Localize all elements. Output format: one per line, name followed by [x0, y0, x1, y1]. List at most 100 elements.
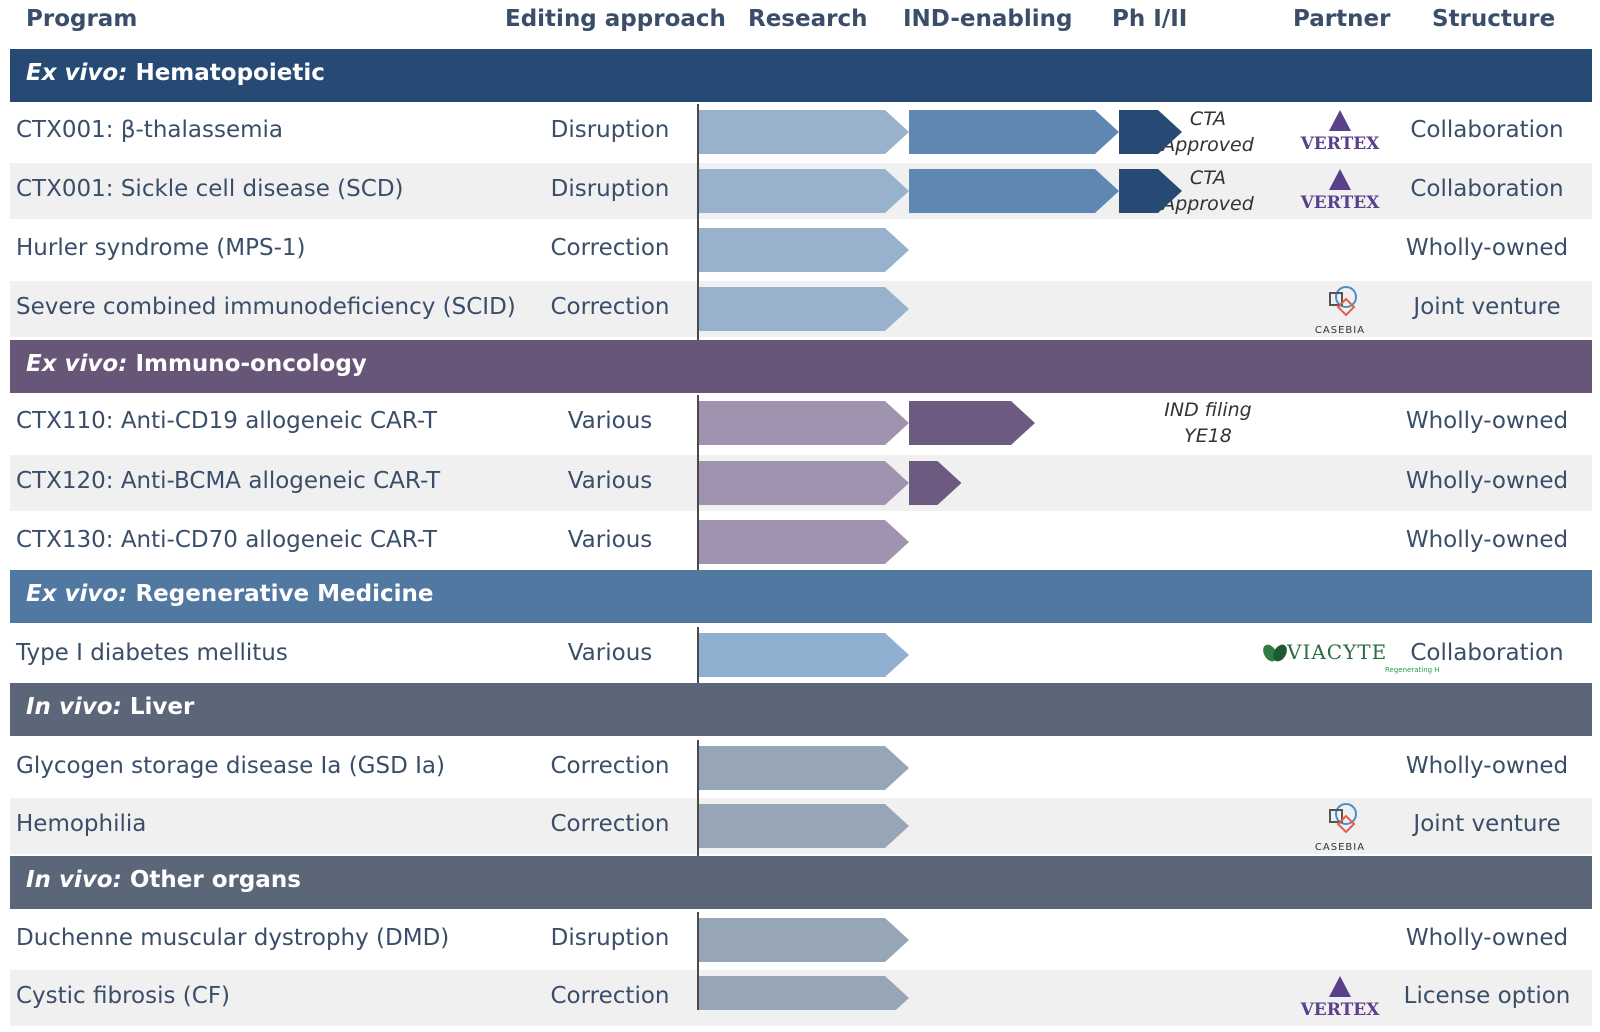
program-name: Severe combined immunodeficiency (SCID): [16, 294, 516, 320]
vertex-triangle-icon: [1329, 110, 1351, 131]
editing-approach: Correction: [550, 753, 670, 779]
editing-approach: Various: [567, 468, 653, 494]
casebia-mark-icon: [1329, 286, 1357, 317]
section-prefix: In vivo:: [26, 694, 122, 720]
section-title: Ex vivo: Immuno-oncology: [26, 351, 367, 377]
stage-note-line: YE18: [1184, 425, 1232, 447]
casebia-logo: CASEBIA: [1315, 803, 1365, 853]
stage-note: IND filing YE18: [1148, 397, 1268, 449]
header-partner: Partner: [1293, 6, 1391, 32]
section-title: In vivo: Liver: [26, 694, 194, 720]
editing-approach: Correction: [550, 983, 670, 1009]
stage-note: CTA Approved: [1148, 165, 1268, 217]
vertex-wordmark: VERTEX: [1300, 193, 1381, 213]
structure: Wholly-owned: [1405, 925, 1569, 951]
section-name: Immuno-oncology: [127, 351, 367, 377]
section-prefix: Ex vivo:: [26, 581, 128, 607]
program-name: Hemophilia: [16, 811, 147, 837]
casebia-wordmark: CASEBIA: [1315, 842, 1365, 853]
program-name: Hurler syndrome (MPS-1): [16, 235, 306, 261]
section-name: Other organs: [121, 867, 301, 893]
casebia-wordmark: CASEBIA: [1315, 325, 1365, 336]
editing-approach: Various: [567, 527, 653, 553]
section-name: Hematopoietic: [127, 60, 325, 86]
section-title: Ex vivo: Hematopoietic: [26, 60, 325, 86]
partner-logo: VERTEX: [1240, 970, 1440, 1026]
stage-note-line: CTA: [1189, 108, 1227, 130]
viacyte-tagline: Regenerating Health: [1385, 666, 1440, 674]
structure: Joint venture: [1413, 294, 1561, 320]
vertex-triangle-icon: [1329, 976, 1351, 997]
program-name: CTX001: β-thalassemia: [16, 117, 283, 143]
structure: Wholly-owned: [1405, 527, 1569, 553]
header-ind-enabling: IND-enabling: [903, 6, 1073, 32]
structure: Wholly-owned: [1405, 468, 1569, 494]
viacyte-wordmark: VIACYTE: [1286, 640, 1387, 664]
section-prefix: In vivo:: [26, 867, 122, 893]
editing-approach: Correction: [550, 294, 670, 320]
vertex-logo: VERTEX: [1300, 976, 1381, 1020]
partner-logo: VERTEX: [1240, 104, 1440, 160]
stage-divider: [697, 627, 699, 683]
editing-approach: Disruption: [550, 925, 670, 951]
structure: Wholly-owned: [1405, 235, 1569, 261]
vertex-logo: VERTEX: [1300, 169, 1381, 213]
stage-divider: [697, 104, 699, 340]
structure: Joint venture: [1413, 811, 1561, 837]
section-title: Ex vivo: Regenerative Medicine: [26, 581, 433, 607]
header-ph: Ph I/II: [1112, 6, 1188, 32]
partner-logo: VERTEX: [1240, 163, 1440, 219]
viacyte-logo: VIACYTE Regenerating Health: [1263, 640, 1457, 674]
stage-divider: [697, 740, 699, 856]
section-header-liver: In vivo: Liver: [10, 683, 1592, 736]
stage-divider: [697, 395, 699, 570]
editing-approach: Correction: [550, 811, 670, 837]
vertex-logo: VERTEX: [1300, 110, 1381, 154]
vertex-wordmark: VERTEX: [1300, 134, 1381, 154]
structure: Collaboration: [1410, 640, 1564, 666]
section-header-other_organs: In vivo: Other organs: [10, 856, 1592, 909]
program-name: CTX110: Anti-CD19 allogeneic CAR-T: [16, 408, 438, 434]
header-structure: Structure: [1432, 6, 1556, 32]
section-title: In vivo: Other organs: [26, 867, 301, 893]
stage-note-line: Approved: [1162, 193, 1254, 215]
structure: Wholly-owned: [1405, 408, 1569, 434]
program-name: CTX120: Anti-BCMA allogeneic CAR-T: [16, 468, 441, 494]
header-editing-approach: Editing approach: [505, 6, 726, 32]
program-name: CTX001: Sickle cell disease (SCD): [16, 176, 404, 202]
program-name: Duchenne muscular dystrophy (DMD): [16, 925, 450, 951]
section-prefix: Ex vivo:: [26, 60, 128, 86]
editing-approach: Correction: [550, 235, 670, 261]
stage-note: CTA Approved: [1148, 106, 1268, 158]
program-name: Type I diabetes mellitus: [16, 640, 288, 666]
section-prefix: Ex vivo:: [26, 351, 128, 377]
header-research: Research: [748, 6, 868, 32]
section-header-regenerative: Ex vivo: Regenerative Medicine: [10, 570, 1592, 623]
structure: Collaboration: [1410, 117, 1564, 143]
editing-approach: Various: [567, 640, 653, 666]
viacyte-leaf-icon: [1263, 644, 1287, 662]
partner-logo: VIACYTE Regenerating Health: [1240, 627, 1457, 683]
program-name: CTX130: Anti-CD70 allogeneic CAR-T: [16, 527, 438, 553]
section-name: Liver: [121, 694, 195, 720]
editing-approach: Disruption: [550, 176, 670, 202]
header-program: Program: [26, 6, 138, 32]
section-header-immuno_oncology: Ex vivo: Immuno-oncology: [10, 340, 1592, 393]
stage-divider: [697, 912, 699, 1010]
casebia-mark-icon: [1329, 803, 1357, 834]
partner-logo: CASEBIA: [1240, 281, 1440, 337]
vertex-triangle-icon: [1329, 169, 1351, 190]
section-name: Regenerative Medicine: [127, 581, 434, 607]
program-name: Cystic fibrosis (CF): [16, 983, 231, 1009]
structure: Wholly-owned: [1405, 753, 1569, 779]
program-name: Glycogen storage disease Ia (GSD Ia): [16, 753, 445, 779]
structure: License option: [1403, 983, 1571, 1009]
editing-approach: Disruption: [550, 117, 670, 143]
stage-note-line: IND filing: [1164, 399, 1252, 421]
stage-note-line: CTA: [1189, 167, 1227, 189]
editing-approach: Various: [567, 408, 653, 434]
structure: Collaboration: [1410, 176, 1564, 202]
stage-note-line: Approved: [1162, 134, 1254, 156]
vertex-wordmark: VERTEX: [1300, 1000, 1381, 1020]
section-header-hematopoietic: Ex vivo: Hematopoietic: [10, 49, 1592, 102]
